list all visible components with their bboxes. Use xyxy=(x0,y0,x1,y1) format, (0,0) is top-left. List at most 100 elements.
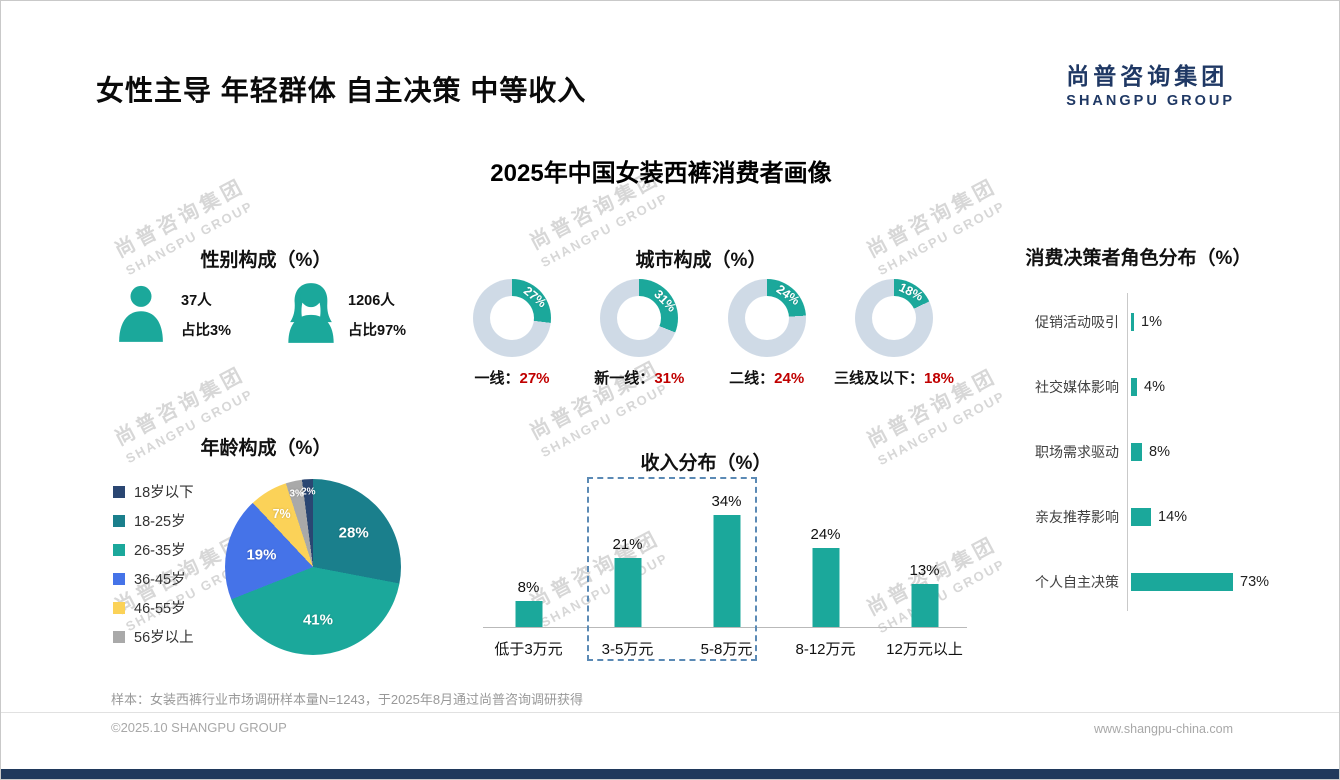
decision-label: 个人自主决策 xyxy=(1035,573,1119,590)
income-value-label: 8% xyxy=(517,579,540,596)
decision-value-label: 4% xyxy=(1144,378,1165,395)
chart-main-title: 2025年中国女装西裤消费者画像 xyxy=(490,160,832,187)
age-section-title: 年龄构成（%） xyxy=(200,438,332,459)
decision-row: 亲友推荐影响 14% xyxy=(1011,484,1331,549)
legend-label: 26-35岁 xyxy=(134,543,186,559)
donut-ring: 24% xyxy=(727,279,806,357)
donut-caption-label: 三线及以下： xyxy=(833,370,924,387)
female-count: 1206人 xyxy=(348,293,395,309)
pie-slice-label: 7% xyxy=(272,506,291,521)
donut-hole xyxy=(744,296,789,340)
pie-slice-label: 2% xyxy=(301,486,316,498)
bottom-accent-bar xyxy=(1,769,1339,779)
legend-swatch xyxy=(113,543,125,556)
decision-value-label: 8% xyxy=(1149,443,1170,460)
decision-value-label: 14% xyxy=(1158,508,1188,525)
donut-caption-label: 新一线： xyxy=(594,370,655,387)
legend-swatch xyxy=(113,485,125,498)
pie-slice-label: 3% xyxy=(289,488,304,500)
legend-item: 26-35岁 xyxy=(113,535,194,564)
city-donut: 24% 二线：24% xyxy=(708,279,826,409)
income-bar xyxy=(812,548,839,627)
income-value-label: 24% xyxy=(810,526,841,543)
income-highlight-box xyxy=(587,477,757,661)
income-value-label: 34% xyxy=(711,493,742,510)
female-share: 占比97% xyxy=(348,323,407,339)
donut-hole xyxy=(617,296,662,340)
income-axis-line xyxy=(483,627,967,628)
male-icon xyxy=(113,281,169,350)
decision-bar xyxy=(1131,312,1134,331)
footer-divider xyxy=(1,712,1339,713)
decision-axis-line xyxy=(1127,293,1128,611)
income-value-label: 21% xyxy=(612,536,643,553)
income-bar-slot: 21% 3-5万元 xyxy=(578,467,677,667)
income-bars: 8% 低于3万元 21% 3-5万元 34% 5-8万元 24% 8-12万元 13% 12万元以… xyxy=(479,467,975,667)
donut-hole xyxy=(490,296,534,340)
income-category-label: 12万元以上 xyxy=(886,641,963,658)
income-category-label: 3-5万元 xyxy=(601,641,654,658)
income-value-label: 13% xyxy=(909,562,940,579)
logo-en-text: SHANGPU GROUP xyxy=(1066,93,1235,109)
income-bar xyxy=(713,515,740,627)
decision-row: 促销活动吸引 1% xyxy=(1011,289,1331,354)
decision-section-title: 消费决策者角色分布（%） xyxy=(1025,248,1252,269)
donut-caption: 二线：24% xyxy=(729,367,804,388)
legend-item: 18-25岁 xyxy=(113,506,194,535)
decision-rows: 促销活动吸引 1% 社交媒体影响 4% 职场需求驱动 8% 亲友推荐影响 14% 个人自主决策 7… xyxy=(1011,289,1331,614)
legend-label: 36-45岁 xyxy=(134,572,186,588)
legend-item: 36-45岁 xyxy=(113,564,194,593)
decision-label: 职场需求驱动 xyxy=(1035,443,1119,460)
male-share: 占比3% xyxy=(181,323,231,339)
income-bar-chart: 8% 低于3万元 21% 3-5万元 34% 5-8万元 24% 8-12万元 13% 12万元以… xyxy=(479,467,975,667)
legend-swatch xyxy=(113,630,125,643)
donut-ring: 18% xyxy=(854,279,933,357)
legend-item: 46-55岁 xyxy=(113,593,194,622)
legend-label: 18-25岁 xyxy=(134,514,186,530)
donut-ring: 27% xyxy=(473,279,551,357)
decision-label: 亲友推荐影响 xyxy=(1035,508,1119,525)
donut-caption-value: 24% xyxy=(774,370,805,387)
legend-item: 56岁以上 xyxy=(113,622,194,651)
income-section-title: 收入分布（%） xyxy=(640,453,772,474)
income-bar-slot: 8% 低于3万元 xyxy=(479,467,578,667)
donut-hole xyxy=(871,296,916,340)
city-donut-row: 27% 一线：27% 31% 新一线：31% 24% 二线：24% 18% 三线及以下：18% xyxy=(453,279,955,409)
pie-slice-label: 28% xyxy=(338,524,369,542)
donut-caption-label: 一线： xyxy=(474,370,520,387)
age-pie-chart: 28% 41% 19% 7% 3% 2% xyxy=(225,479,401,655)
legend-label: 56岁以上 xyxy=(134,630,194,646)
company-logo: 尚普咨询集团 SHANGPU GROUP xyxy=(1066,57,1235,109)
donut-caption-value: 31% xyxy=(654,370,685,387)
decision-bar xyxy=(1131,572,1233,591)
donut-caption-value: 18% xyxy=(923,370,955,387)
legend-swatch xyxy=(113,514,125,527)
decision-value-label: 1% xyxy=(1141,313,1162,330)
decision-label: 社交媒体影响 xyxy=(1035,378,1119,395)
footer-website: www.shangpu-china.com xyxy=(1094,722,1233,736)
donut-caption-value: 27% xyxy=(519,370,550,387)
logo-cn-text: 尚普咨询集团 xyxy=(1066,63,1229,89)
footer-copyright: ©2025.10 SHANGPU GROUP xyxy=(111,720,287,735)
pie-slice-label: 41% xyxy=(302,611,333,629)
donut-caption: 新一线：31% xyxy=(594,367,684,388)
city-donut: 27% 一线：27% xyxy=(453,279,571,409)
city-donut: 18% 三线及以下：18% xyxy=(833,279,955,409)
income-category-label: 低于3万元 xyxy=(494,641,563,658)
decision-bar-chart: 促销活动吸引 1% 社交媒体影响 4% 职场需求驱动 8% 亲友推荐影响 14% 个人自主决策 7… xyxy=(1011,289,1331,619)
income-bar xyxy=(515,601,542,627)
decision-bar xyxy=(1131,442,1142,461)
gender-section-title: 性别构成（%） xyxy=(200,250,332,271)
income-bar xyxy=(911,584,938,627)
city-donut: 31% 新一线：31% xyxy=(580,279,698,409)
income-category-label: 5-8万元 xyxy=(700,641,753,658)
legend-swatch xyxy=(113,572,125,585)
decision-bar xyxy=(1131,507,1151,526)
legend-label: 18岁以下 xyxy=(134,485,194,501)
decision-value-label: 73% xyxy=(1240,573,1270,590)
decision-label: 促销活动吸引 xyxy=(1035,313,1119,330)
city-section-title: 城市构成（%） xyxy=(635,250,767,271)
income-category-label: 8-12万元 xyxy=(795,641,856,658)
